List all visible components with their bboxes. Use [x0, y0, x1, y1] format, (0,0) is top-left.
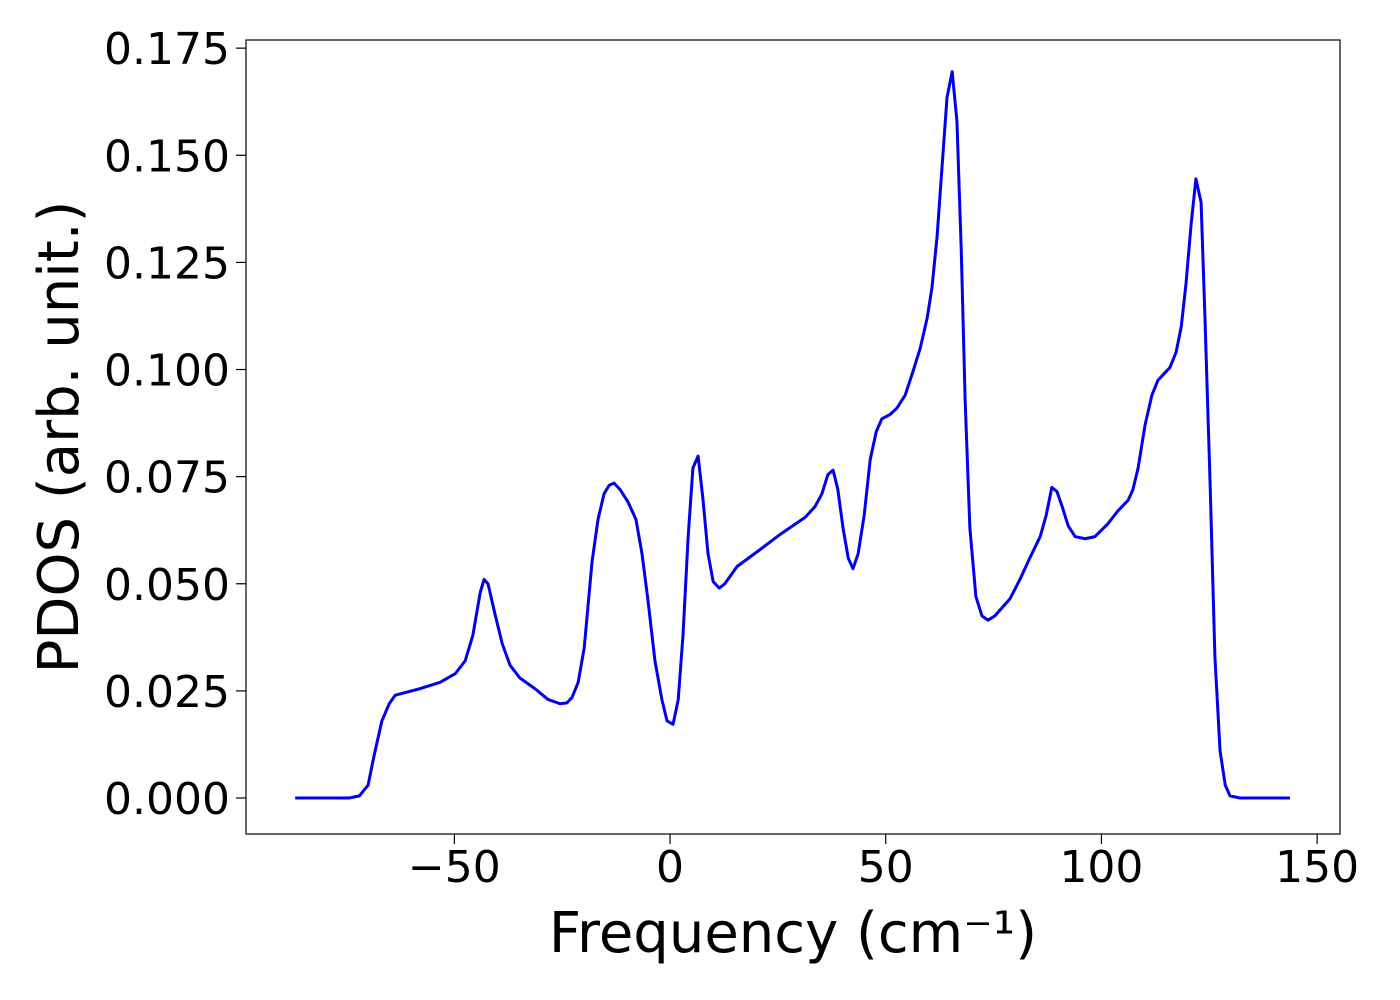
y-tick-label: 0.150 — [104, 131, 230, 182]
x-tick-label: 150 — [1275, 842, 1359, 893]
y-tick-label: 0.025 — [104, 667, 230, 718]
x-tick-label: 0 — [656, 842, 684, 893]
y-axis-label: PDOS (arb. unit.) — [27, 201, 92, 674]
x-tick-label: 100 — [1059, 842, 1143, 893]
y-tick-label: 0.075 — [104, 453, 230, 504]
x-tick-label: −50 — [408, 842, 501, 893]
y-tick-label: 0.175 — [104, 24, 230, 75]
plot-frame — [245, 39, 1341, 835]
y-tick-label: 0.125 — [104, 238, 230, 289]
data-line — [295, 70, 1290, 800]
y-tick-label: 0.050 — [104, 560, 230, 611]
x-axis-label: Frequency (cm⁻¹) — [549, 901, 1037, 966]
y-tick-label: 0.100 — [104, 346, 230, 397]
x-tick-label: 50 — [858, 842, 914, 893]
y-tick-label: 0.000 — [104, 774, 230, 825]
